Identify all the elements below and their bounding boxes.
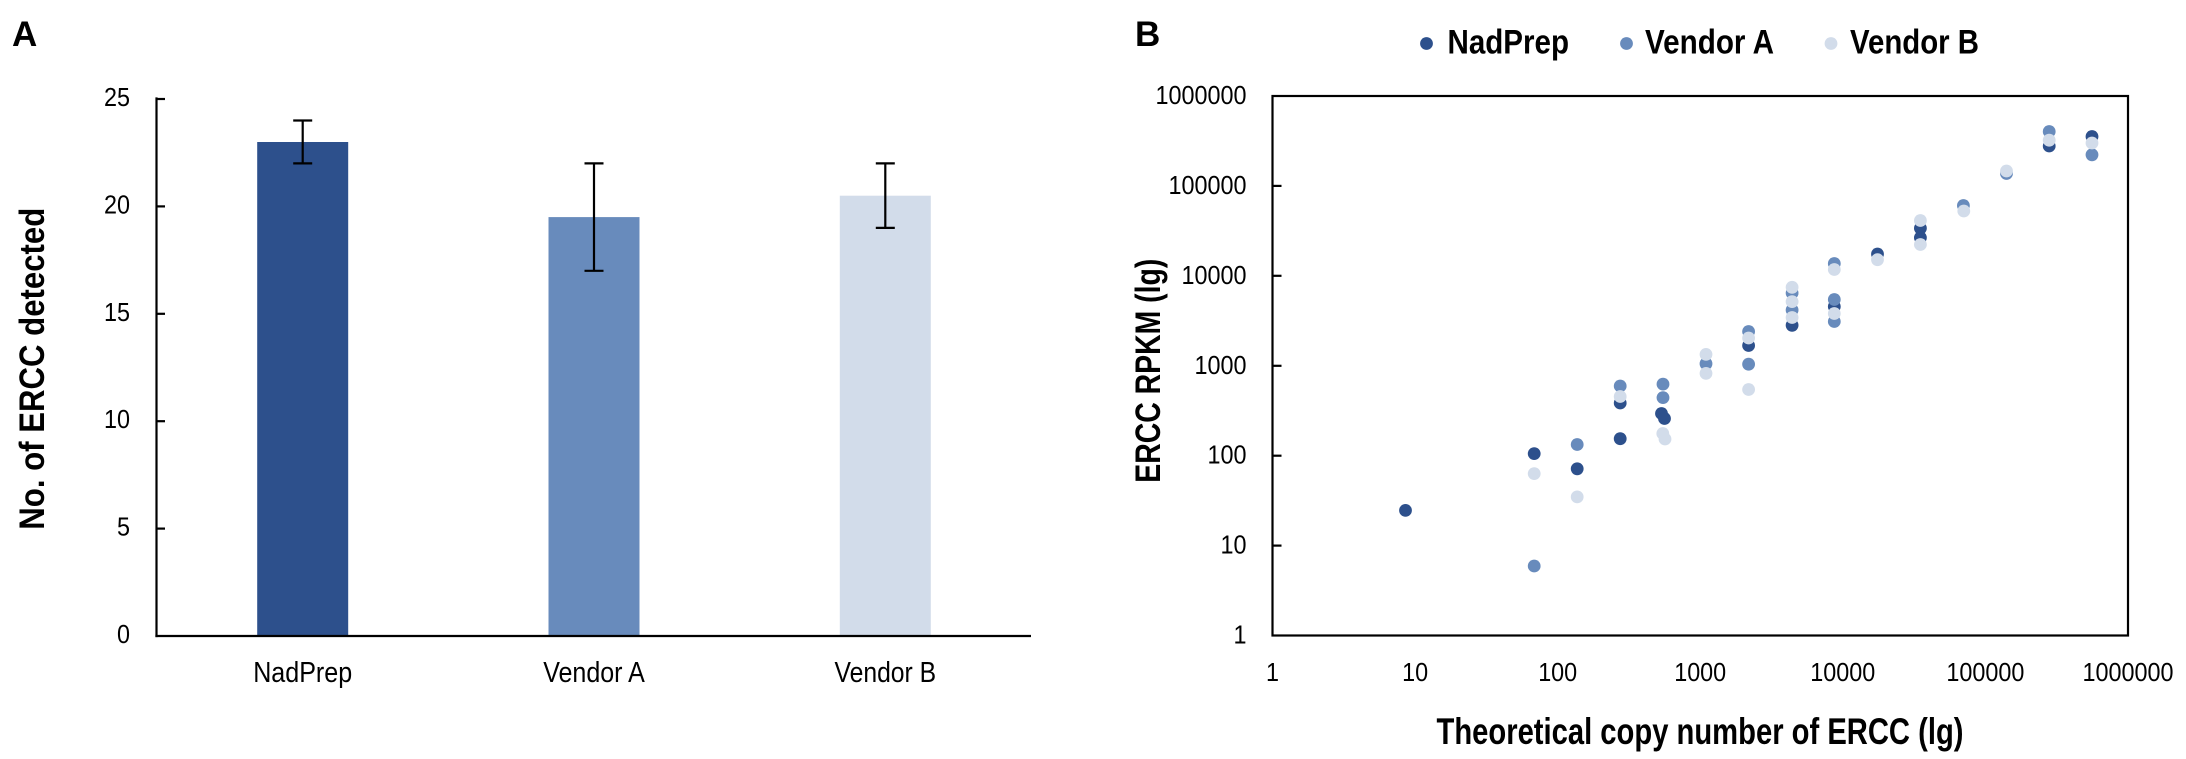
svg-text:NadPrep: NadPrep	[1448, 24, 1570, 62]
svg-text:10: 10	[1221, 530, 1247, 560]
svg-text:Vendor B: Vendor B	[835, 657, 937, 689]
svg-text:Vendor B: Vendor B	[1850, 24, 1979, 62]
svg-text:1000000: 1000000	[2083, 657, 2174, 687]
svg-text:100: 100	[1538, 657, 1577, 687]
svg-text:1000: 1000	[1674, 657, 1726, 687]
svg-text:10: 10	[104, 404, 130, 434]
svg-text:B: B	[1135, 15, 1160, 54]
svg-text:10000: 10000	[1182, 260, 1247, 290]
svg-text:1000000: 1000000	[1156, 80, 1247, 110]
svg-text:1: 1	[1234, 620, 1247, 650]
svg-text:1: 1	[1266, 657, 1279, 687]
svg-text:1000: 1000	[1195, 350, 1247, 380]
svg-text:100000: 100000	[1946, 657, 2024, 687]
svg-text:10000: 10000	[1810, 657, 1875, 687]
svg-text:20: 20	[104, 189, 130, 219]
svg-text:100000: 100000	[1169, 170, 1247, 200]
svg-text:NadPrep: NadPrep	[253, 657, 352, 689]
svg-text:10: 10	[1402, 657, 1428, 687]
svg-text:Theoretical copy number of ERC: Theoretical copy number of ERCC (lg)	[1437, 711, 1964, 752]
svg-text:Vendor A: Vendor A	[1645, 24, 1774, 62]
svg-text:15: 15	[104, 297, 130, 327]
svg-text:A: A	[12, 15, 37, 54]
svg-text:100: 100	[1208, 440, 1247, 470]
svg-text:Vendor A: Vendor A	[543, 657, 645, 689]
svg-text:0: 0	[117, 619, 130, 649]
svg-text:ERCC RPKM (lg): ERCC RPKM (lg)	[1129, 259, 1168, 483]
svg-text:No. of ERCC detected: No. of ERCC detected	[13, 208, 52, 530]
svg-text:5: 5	[117, 512, 130, 542]
svg-text:25: 25	[104, 82, 130, 112]
